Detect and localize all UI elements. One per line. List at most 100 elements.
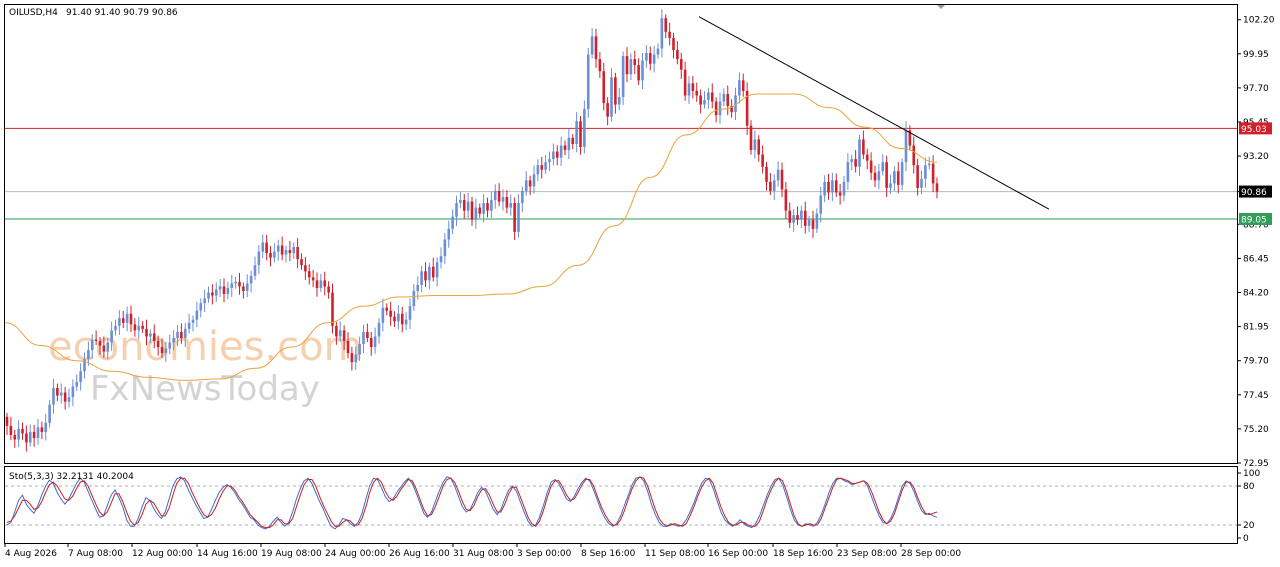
candle-body: [559, 145, 563, 158]
candle: [466, 192, 470, 219]
candle-body: [931, 163, 935, 184]
candle-body: [811, 219, 815, 229]
candle-body: [431, 266, 435, 278]
candle-body: [412, 290, 416, 307]
candle: [893, 166, 896, 192]
candle-body: [180, 331, 183, 338]
candle-body: [48, 404, 51, 423]
y-tick-label: 102.20: [1243, 16, 1275, 26]
candle-body: [106, 342, 110, 352]
candle-body: [354, 354, 358, 363]
candle-body: [265, 242, 268, 254]
candle: [28, 424, 32, 447]
x-tick-label: 24 Aug 00:00: [325, 549, 386, 559]
candle: [796, 206, 799, 225]
candle-body: [385, 307, 389, 311]
candle: [149, 329, 152, 344]
candle-body: [245, 283, 249, 291]
candle-body: [563, 145, 567, 151]
x-tick-label: 26 Aug 16:00: [389, 549, 450, 559]
candle-body: [373, 336, 377, 348]
candle-body: [67, 397, 71, 402]
candle: [590, 28, 594, 59]
stochastic-main-line[interactable]: [6, 476, 938, 530]
candle-body: [335, 325, 338, 337]
candle-body: [218, 286, 222, 290]
candle: [493, 184, 497, 209]
candle: [617, 87, 621, 111]
moving-average-line[interactable]: [4, 93, 938, 381]
chart-shift-marker[interactable]: [937, 5, 945, 9]
candle: [416, 276, 420, 300]
candle-body: [610, 77, 613, 117]
candle-body: [718, 101, 722, 116]
candle: [761, 145, 764, 174]
candle-body: [873, 172, 877, 181]
candle-body: [273, 251, 276, 258]
candle: [734, 87, 737, 121]
candle-body: [377, 322, 381, 337]
candle-body: [25, 433, 28, 443]
candle-body: [745, 90, 749, 126]
candle: [594, 28, 598, 68]
candle: [110, 321, 113, 351]
candle: [563, 140, 567, 156]
candle: [141, 321, 144, 333]
candle-body: [350, 353, 354, 363]
candle-body: [536, 165, 540, 175]
stochastic-panel-frame: [4, 466, 1238, 544]
candle-body: [726, 93, 730, 107]
candle: [183, 323, 187, 348]
x-tick-label: 23 Sep 08:00: [837, 549, 897, 559]
candle: [571, 134, 575, 150]
candle-body: [327, 286, 330, 293]
candle-body: [195, 310, 199, 320]
candle: [645, 45, 648, 68]
candle: [703, 91, 706, 109]
candle: [369, 332, 373, 356]
candle-body: [129, 313, 133, 325]
candle: [660, 9, 664, 58]
candle: [265, 234, 268, 261]
candle: [873, 165, 877, 188]
candle-body: [400, 313, 404, 325]
candle: [292, 242, 296, 259]
candle-body: [509, 203, 513, 208]
support-price-label: 89.05: [1241, 215, 1267, 225]
candle-body: [765, 166, 768, 182]
candle-body: [214, 289, 218, 296]
candle-body: [443, 239, 447, 257]
candle: [765, 161, 768, 191]
candle-body: [757, 139, 761, 155]
stochastic-signal-line[interactable]: [6, 476, 938, 529]
candle-body: [164, 348, 168, 354]
candle: [87, 341, 90, 366]
candle: [393, 311, 396, 328]
x-tick-label: 31 Aug 08:00: [453, 549, 514, 559]
candle: [827, 173, 830, 200]
candle-body: [567, 137, 571, 151]
candle-body: [788, 210, 792, 223]
candle-body: [389, 310, 392, 317]
candle-body: [482, 203, 485, 214]
candle: [513, 197, 516, 240]
candle: [75, 374, 79, 392]
candle: [707, 87, 710, 109]
candle: [335, 321, 338, 345]
candle-body: [579, 121, 582, 148]
candle-body: [517, 203, 520, 232]
candle: [676, 41, 679, 65]
candle-body: [575, 121, 578, 144]
candle: [699, 89, 702, 114]
candle-body: [52, 387, 55, 405]
candle: [482, 194, 485, 223]
candle: [447, 220, 451, 248]
x-tick-label: 12 Aug 00:00: [132, 549, 193, 559]
candle: [741, 73, 745, 97]
downtrend-line[interactable]: [698, 16, 1050, 210]
candle-body: [865, 154, 869, 161]
candle-body: [114, 325, 117, 331]
candle-body: [424, 271, 427, 281]
candle: [276, 239, 280, 261]
candle: [710, 83, 714, 109]
